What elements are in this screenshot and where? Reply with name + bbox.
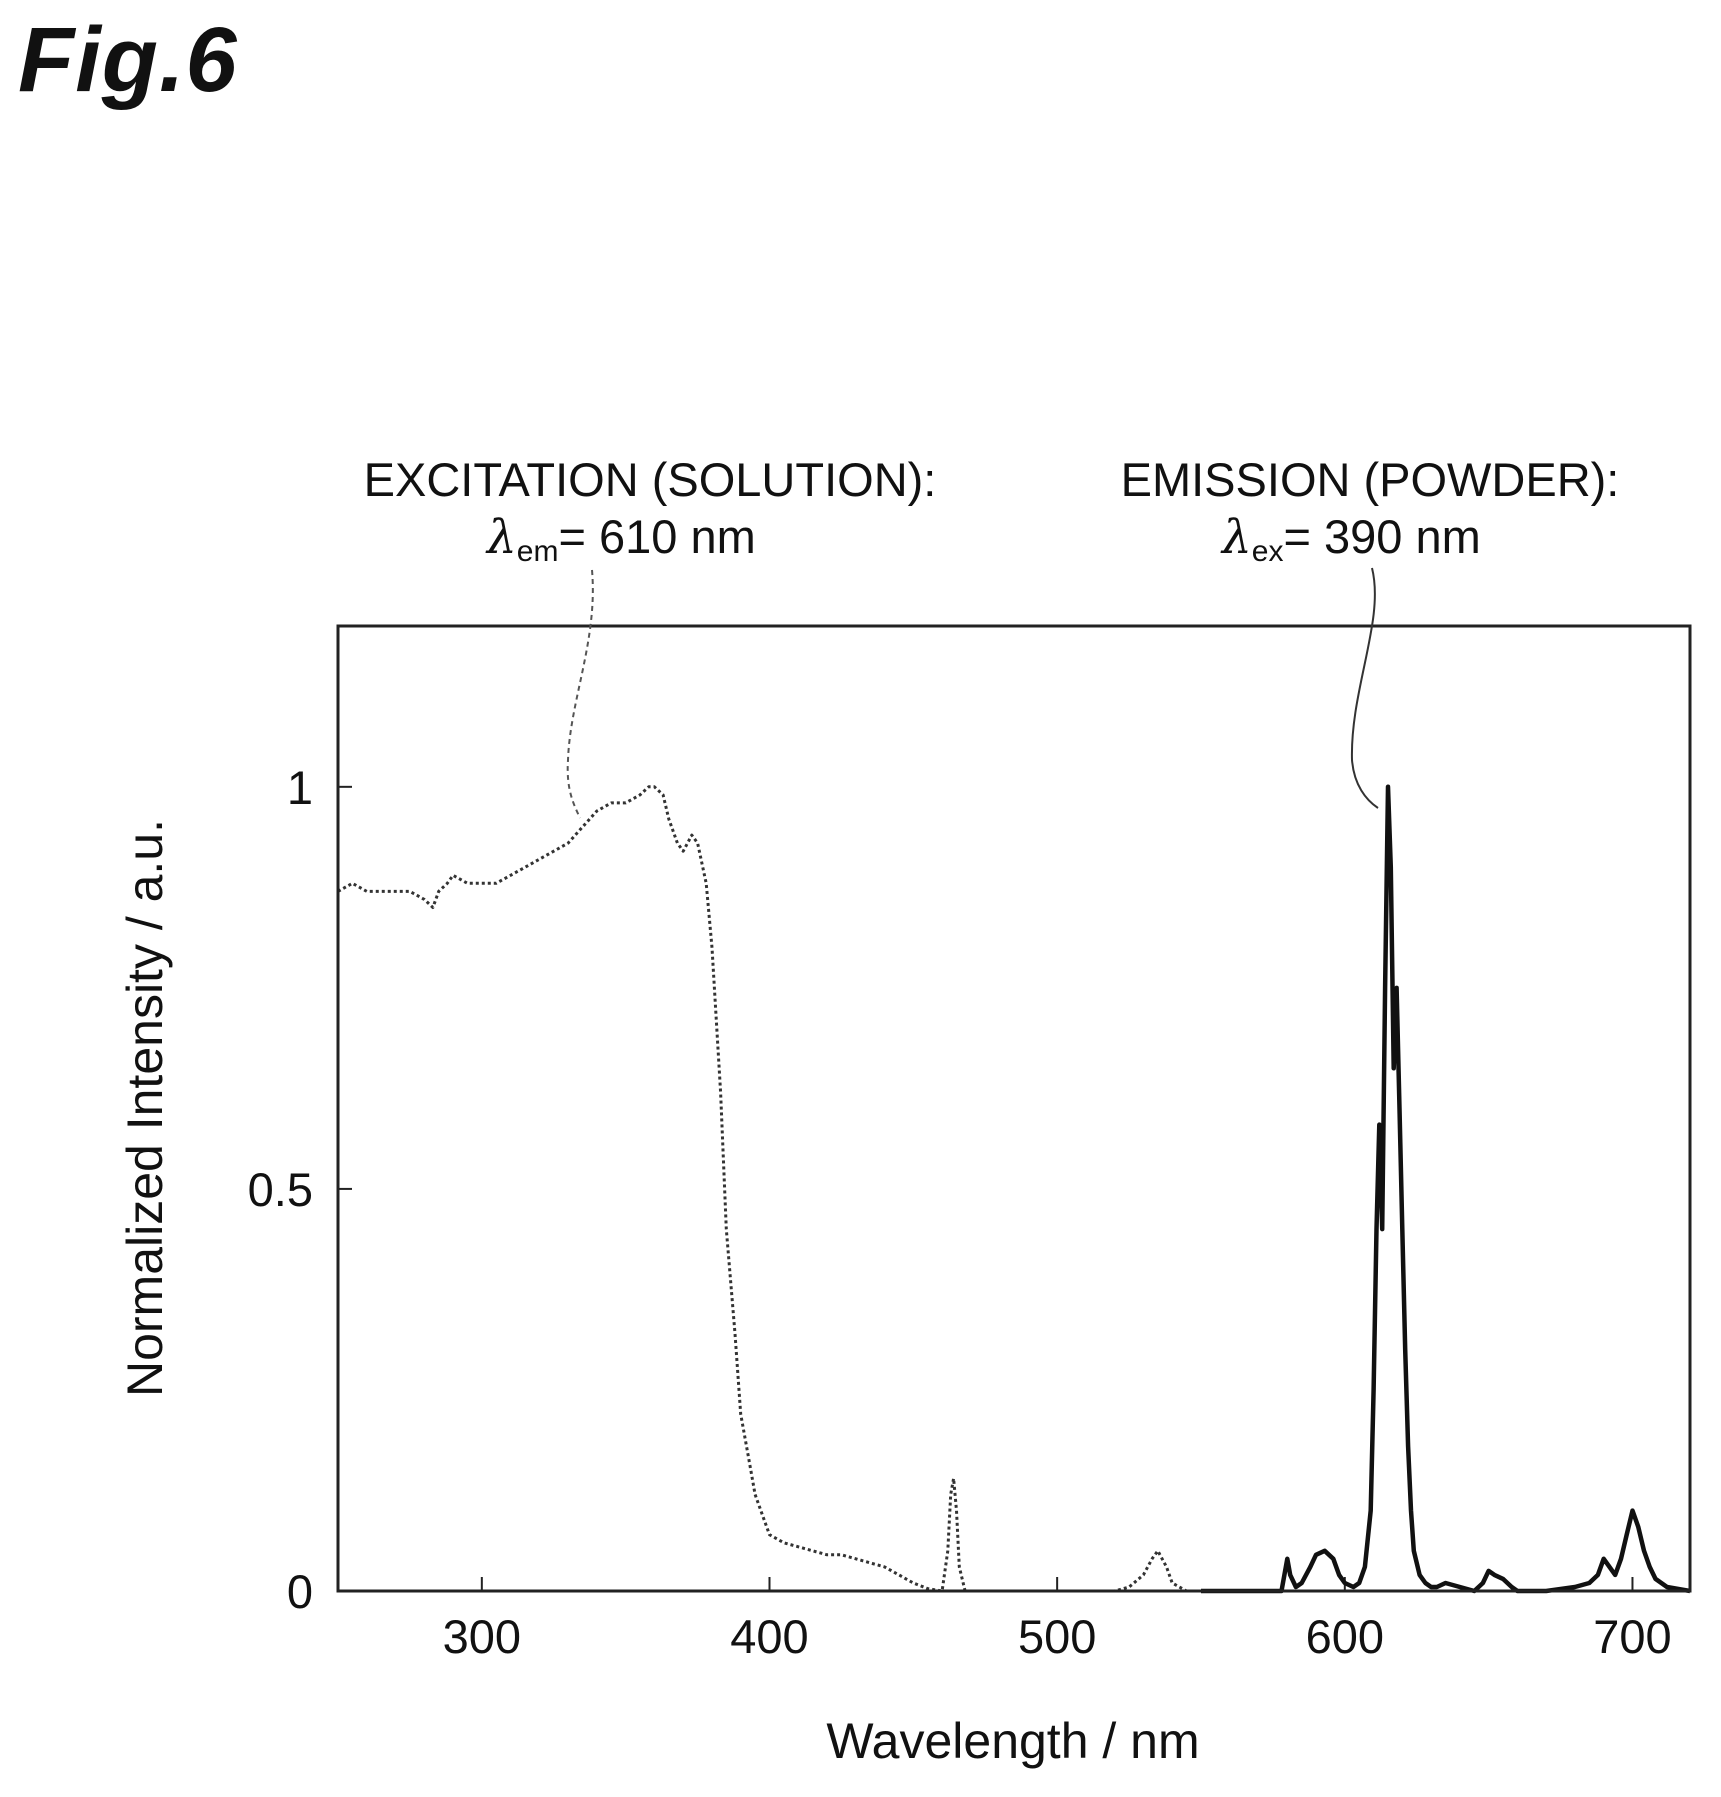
plot-frame	[336, 624, 1692, 1593]
emission-lambda-subscript: ex	[1251, 535, 1284, 568]
excitation-lambda-value: = 610 nm	[558, 510, 756, 563]
x-axis-title: Wavelength / nm	[826, 1713, 1199, 1769]
emission-lambda-value: = 390 nm	[1283, 510, 1481, 563]
x-tick-label: 700	[1593, 1610, 1671, 1663]
excitation-lambda-subscript: em	[516, 535, 559, 568]
excitation-leader-line	[566, 569, 594, 819]
x-tick-label: 300	[443, 1610, 521, 1663]
emission-series-line	[1201, 784, 1691, 1594]
figure-label: Fig.6	[18, 9, 238, 111]
y-axis-title: Normalized Intensity / a.u.	[117, 819, 173, 1397]
emission-lambda-label: λex= 390 nm	[1222, 509, 1481, 569]
emission-label: EMISSION (POWDER):	[1120, 453, 1620, 506]
x-tick-label: 600	[1306, 1610, 1384, 1663]
y-tick-label: 0	[287, 1565, 313, 1618]
excitation-lambda-label: λem= 610 nm	[487, 509, 756, 569]
x-tick-label: 500	[1018, 1610, 1096, 1663]
emission-leader-line	[1350, 567, 1379, 809]
x-tick-label: 400	[730, 1610, 808, 1663]
y-tick-label: 1	[287, 761, 313, 814]
excitation-lambda-symbol: λ	[487, 510, 517, 565]
y-tick-label: 0.5	[248, 1163, 313, 1216]
excitation-series-line	[337, 785, 1201, 1593]
emission-lambda-symbol: λ	[1222, 510, 1252, 565]
excitation-label: EXCITATION (SOLUTION):	[363, 453, 937, 506]
